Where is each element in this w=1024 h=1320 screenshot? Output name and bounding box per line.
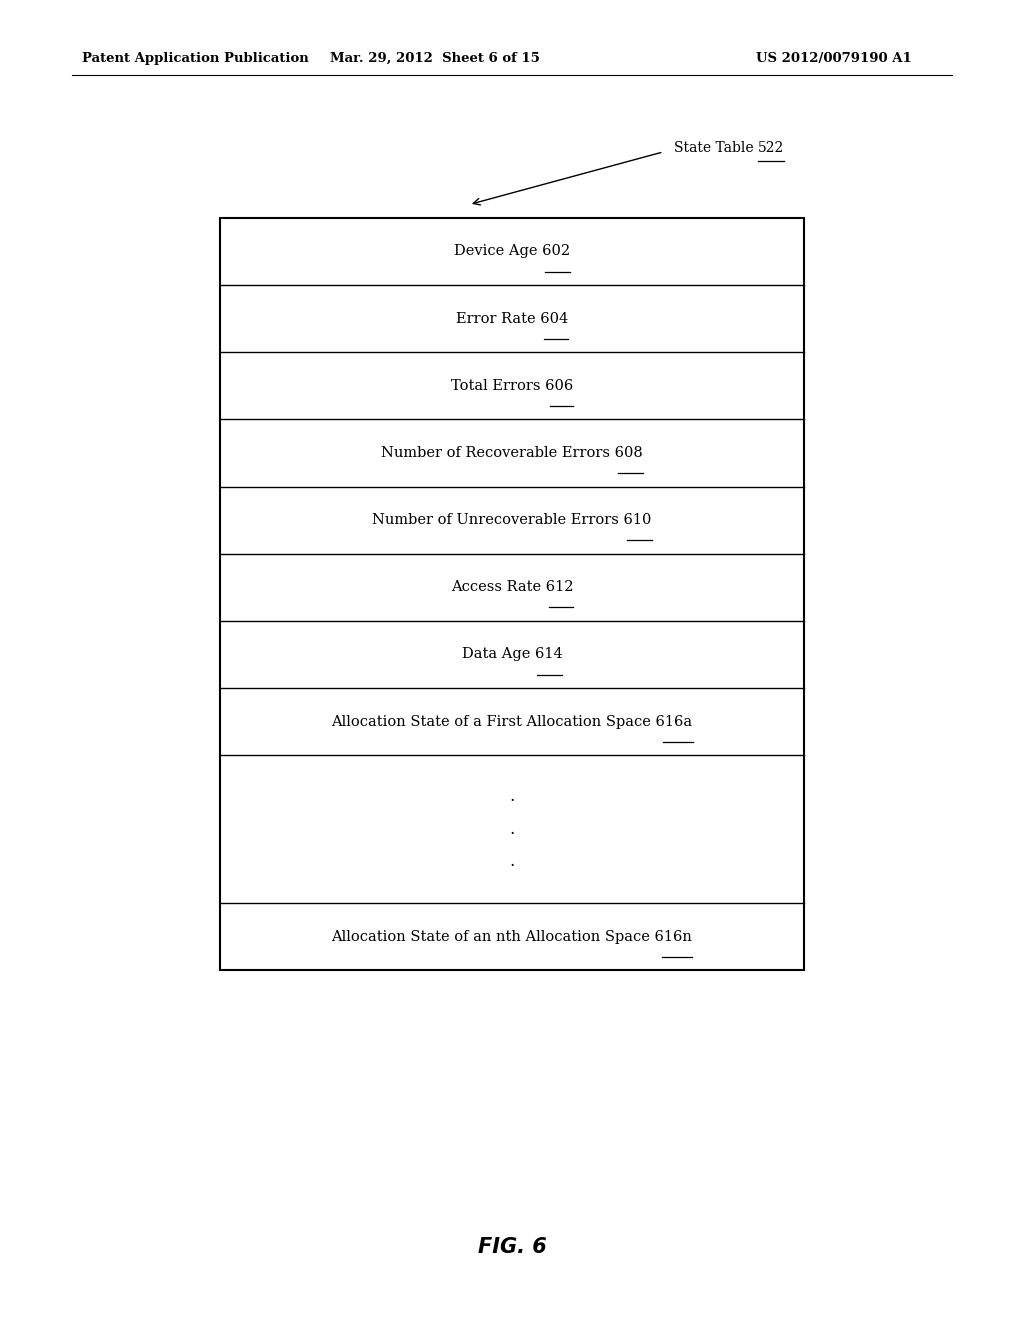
Text: .: .	[509, 853, 515, 870]
Text: Number of Unrecoverable Errors 610: Number of Unrecoverable Errors 610	[373, 513, 651, 527]
Text: Access Rate 612: Access Rate 612	[451, 581, 573, 594]
Text: US 2012/0079190 A1: US 2012/0079190 A1	[756, 51, 911, 65]
Text: Number of Recoverable Errors 608: Number of Recoverable Errors 608	[381, 446, 643, 459]
Text: Device Age 602: Device Age 602	[454, 244, 570, 259]
Bar	[220, 218, 804, 970]
Text: Allocation State of a First Allocation Space 616a: Allocation State of a First Allocation S…	[332, 714, 692, 729]
Text: Data Age 614: Data Age 614	[462, 648, 562, 661]
Text: .: .	[509, 821, 515, 838]
Text: Total Errors 606: Total Errors 606	[451, 379, 573, 393]
Text: Patent Application Publication: Patent Application Publication	[82, 51, 308, 65]
Text: Mar. 29, 2012  Sheet 6 of 15: Mar. 29, 2012 Sheet 6 of 15	[331, 51, 540, 65]
Text: State Table: State Table	[674, 141, 758, 154]
Text: Error Rate 604: Error Rate 604	[456, 312, 568, 326]
Text: Allocation State of an nth Allocation Space 616n: Allocation State of an nth Allocation Sp…	[332, 929, 692, 944]
Text: .: .	[509, 788, 515, 805]
Text: 522: 522	[758, 141, 784, 154]
Text: FIG. 6: FIG. 6	[477, 1237, 547, 1258]
